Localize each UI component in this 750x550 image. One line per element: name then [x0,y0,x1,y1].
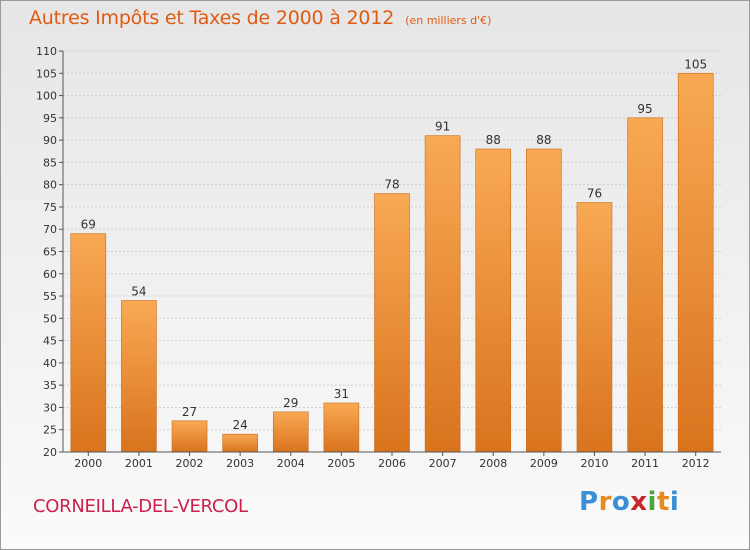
x-tick-label-2004: 2004 [277,457,305,470]
logo-letter: x [630,487,648,517]
y-tick-label: 30 [43,401,57,414]
logo-letter: r [598,487,612,517]
bar-2010 [576,202,613,453]
bar-2003 [222,433,258,453]
y-tick-label: 60 [43,268,57,281]
data-label-2012: 105 [684,57,707,71]
bar-2000 [70,233,107,453]
x-tick-label-2007: 2007 [429,457,457,470]
x-tick-label-2000: 2000 [74,457,102,470]
data-label-2000: 69 [81,218,96,232]
place-name: CORNEILLA-DEL-VERCOL [33,496,248,517]
y-tick-label: 105 [36,67,57,80]
x-axis: 2000 2001 2002 2003 2004 2005 2006 2007 2008 2009… [63,451,721,470]
x-tick-label-2010: 2010 [580,457,608,470]
data-label-2002: 27 [182,405,197,419]
data-label-2005: 31 [334,387,349,401]
bar-2007 [424,135,461,453]
x-tick-label-2002: 2002 [176,457,204,470]
y-tick-label: 90 [43,134,57,147]
x-tick-label-2003: 2003 [226,457,254,470]
x-tick-label-2009: 2009 [530,457,558,470]
y-tick-label: 80 [43,179,57,192]
data-label-2010: 76 [587,186,602,200]
logo-letter: o [611,487,631,517]
y-tick-label: 35 [43,379,57,392]
y-tick-label: 50 [43,312,57,325]
x-tick-label-2006: 2006 [378,457,406,470]
data-label-2008: 88 [486,133,501,147]
logo-letter: i [669,487,680,517]
y-axis: 20 25 30 35 40 45 50 55 60 65 70 75 80 85 90 95 100 105 11… [36,45,64,459]
x-tick-label-2012: 2012 [682,457,710,470]
y-tick-label: 70 [43,223,57,236]
y-tick-label: 55 [43,290,57,303]
bar-2006 [374,193,410,453]
x-tick-label-2001: 2001 [125,457,153,470]
y-tick-label: 20 [43,446,57,459]
data-label-2001: 54 [131,285,146,299]
data-label-2003: 24 [233,418,248,432]
logo-letter: P [579,487,599,517]
bar-2004 [272,411,309,453]
y-tick-label: 95 [43,112,57,125]
bar-2009 [526,148,562,453]
y-tick-label: 110 [36,45,57,58]
bar-2005 [323,402,360,453]
logo-letter: t [656,487,670,517]
data-label-2006: 78 [384,178,399,192]
logo-letter: i [647,487,657,517]
chart-title: Autres Impôts et Taxes de 2000 à 2012 [29,7,395,29]
data-label-2011: 95 [637,102,652,116]
y-tick-label: 65 [43,246,57,259]
chart-subtitle: (en milliers d'€) [405,14,492,27]
data-label-2004: 29 [283,396,298,410]
y-tick-label: 85 [43,156,57,169]
bar-2011 [627,117,663,453]
data-label-2009: 88 [536,133,551,147]
bar-2002 [171,420,208,453]
y-tick-label: 100 [36,90,57,103]
y-tick-label: 75 [43,201,57,214]
x-tick-label-2011: 2011 [631,457,659,470]
x-tick-label-2008: 2008 [479,457,507,470]
bar-2008 [475,148,512,453]
data-label-2007: 91 [435,120,450,134]
bar-2001 [121,300,157,453]
x-tick-label-2005: 2005 [327,457,355,470]
y-tick-label: 45 [43,335,57,348]
bar-2012 [677,72,714,453]
y-tick-label: 25 [43,424,57,437]
y-tick-label: 40 [43,357,57,370]
bars: 69 54 27 24 29 31 78 91 88 88 76 95 105 [70,57,714,453]
chart-title-block: Autres Impôts et Taxes de 2000 à 2012 (e… [29,7,491,29]
proxiti-logo: Proxiti [579,487,679,517]
